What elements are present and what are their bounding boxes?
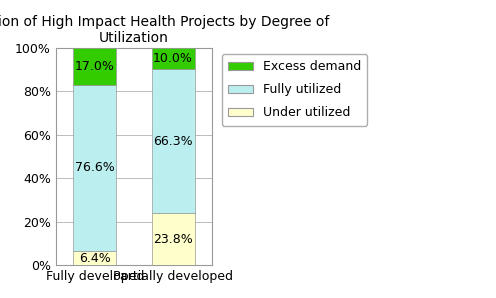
Text: 66.3%: 66.3% xyxy=(153,135,193,148)
Bar xyxy=(73,251,117,265)
Text: 17.0%: 17.0% xyxy=(75,60,115,73)
Bar xyxy=(152,48,194,69)
Text: 6.4%: 6.4% xyxy=(79,252,111,265)
Bar xyxy=(152,69,194,213)
Bar xyxy=(152,213,194,265)
Title: Distribution of High Impact Health Projects by Degree of
Utilization: Distribution of High Impact Health Proje… xyxy=(0,15,330,45)
Bar xyxy=(73,85,117,251)
Legend: Excess demand, Fully utilized, Under utilized: Excess demand, Fully utilized, Under uti… xyxy=(222,54,368,125)
Bar xyxy=(73,48,117,85)
Text: 10.0%: 10.0% xyxy=(153,52,193,65)
Text: 23.8%: 23.8% xyxy=(153,233,193,246)
Text: 76.6%: 76.6% xyxy=(75,162,115,174)
